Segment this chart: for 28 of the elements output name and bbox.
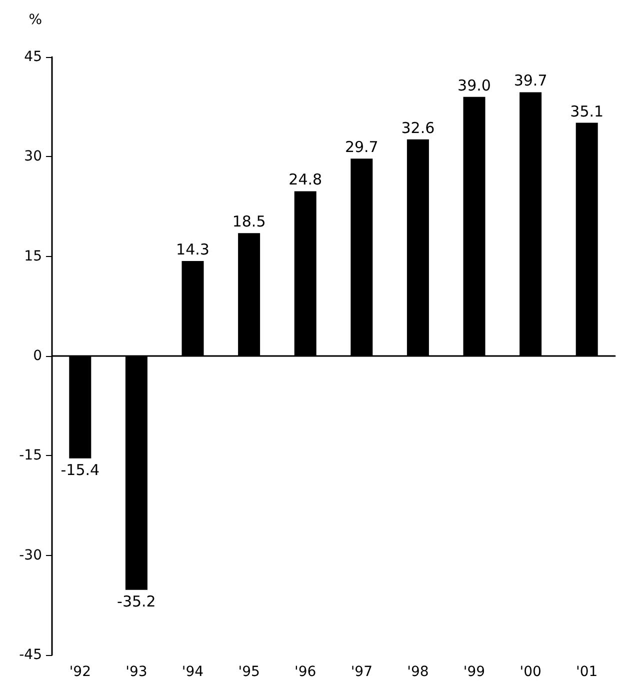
y-tick-label: 15 bbox=[24, 248, 42, 264]
y-tick-label: -30 bbox=[19, 547, 42, 564]
y-tick-label: -15 bbox=[19, 448, 42, 464]
x-tick-label: '94 bbox=[182, 664, 204, 680]
y-axis-title: % bbox=[28, 12, 42, 28]
x-tick-label: '99 bbox=[463, 664, 486, 680]
data-label: -15.4 bbox=[60, 460, 100, 479]
x-tick-label: '00 bbox=[520, 664, 542, 680]
data-label: 29.7 bbox=[344, 138, 378, 156]
y-tick-label: 0 bbox=[33, 348, 42, 364]
data-label: 14.3 bbox=[176, 240, 210, 258]
x-tick-label: '95 bbox=[238, 664, 260, 680]
data-label: 18.5 bbox=[232, 212, 266, 231]
y-tick-label: -45 bbox=[19, 647, 42, 663]
x-tick-label: '93 bbox=[126, 664, 148, 680]
data-label: 24.8 bbox=[288, 170, 322, 189]
y-tick-label: 45 bbox=[24, 49, 42, 65]
x-tick-label: '97 bbox=[350, 664, 372, 680]
data-label: 32.6 bbox=[401, 118, 435, 137]
data-label: 39.7 bbox=[514, 72, 548, 90]
y-tick-label: 30 bbox=[24, 148, 42, 165]
data-label: 35.1 bbox=[570, 102, 604, 120]
data-label: -35.2 bbox=[117, 592, 156, 610]
data-label: 39.0 bbox=[458, 76, 491, 94]
x-tick-label: '98 bbox=[407, 664, 429, 680]
x-tick-label: '01 bbox=[576, 664, 598, 680]
x-tick-label: '96 bbox=[294, 664, 316, 680]
x-tick-label: '92 bbox=[69, 664, 91, 680]
